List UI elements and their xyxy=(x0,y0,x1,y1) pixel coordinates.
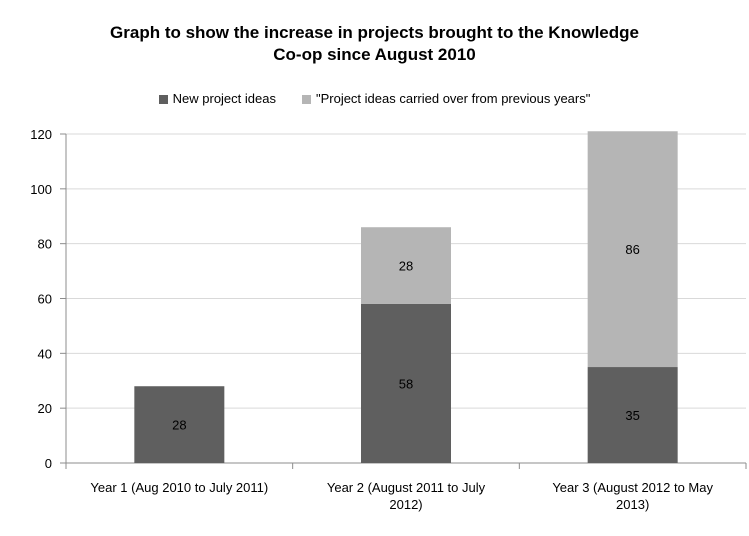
legend-label-carried-over: "Project ideas carried over from previou… xyxy=(315,91,591,106)
y-tick-label-80: 80 xyxy=(38,237,52,252)
bar-series0-cat1 xyxy=(361,303,451,463)
y-tick-label-0: 0 xyxy=(45,456,52,471)
legend-item-carried-over: "Project ideas carried over from previou… xyxy=(301,90,591,108)
bar-series1-cat1 xyxy=(361,227,451,304)
bar-series1-cat2 xyxy=(587,131,678,368)
chart-legend: New project ideas "Project ideas carried… xyxy=(0,90,749,108)
y-tick-label-40: 40 xyxy=(38,346,52,361)
bar-series0-cat0 xyxy=(134,386,225,463)
data-label-series0-cat2: 35 xyxy=(625,408,639,423)
y-tick-label-100: 100 xyxy=(30,182,52,197)
data-label-series0-cat0: 28 xyxy=(172,418,186,433)
legend-swatch-carried-over xyxy=(301,94,311,104)
y-tick-label-20: 20 xyxy=(38,401,52,416)
chart-title: Graph to show the increase in projects b… xyxy=(0,22,749,66)
y-tick-label-60: 60 xyxy=(38,292,52,307)
chart-title-line-2: Co-op since August 2010 xyxy=(273,45,476,64)
x-category-label-2-line-1: 2013) xyxy=(616,497,649,512)
y-tick-label-120: 120 xyxy=(30,127,52,142)
legend-swatch-new xyxy=(158,94,168,104)
bar-series0-cat2 xyxy=(587,367,678,463)
x-category-label-2-line-0: Year 3 (August 2012 to May xyxy=(552,480,713,495)
x-category-label-1-line-0: Year 2 (August 2011 to July xyxy=(327,480,486,495)
x-category-label-1-line-1: 2012) xyxy=(389,497,422,512)
data-label-series0-cat1: 58 xyxy=(399,376,413,391)
x-category-label-0-line-0: Year 1 (Aug 2010 to July 2011) xyxy=(90,480,268,495)
legend-label-new: New project ideas xyxy=(172,91,276,106)
data-label-series1-cat2: 86 xyxy=(625,242,639,257)
chart-title-line-1: Graph to show the increase in projects b… xyxy=(110,23,639,42)
data-label-series1-cat1: 28 xyxy=(399,259,413,274)
legend-item-new-project-ideas: New project ideas xyxy=(158,90,276,108)
